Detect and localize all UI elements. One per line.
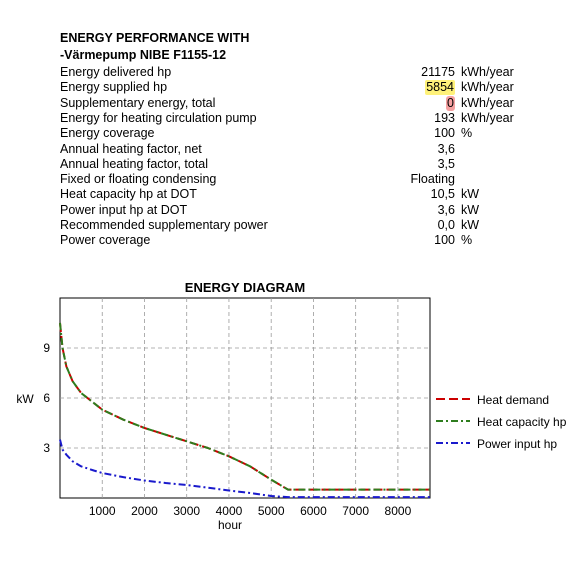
performance-row: Annual heating factor, total 3,5 xyxy=(60,157,530,172)
performance-row: Power coverage 100% xyxy=(60,233,530,248)
performance-row: Heat capacity hp at DOT 10,5 kW xyxy=(60,187,530,202)
row-label: Energy coverage xyxy=(60,126,155,141)
x-axis-label: hour xyxy=(218,518,242,532)
performance-row: Energy delivered hp 21175 kWh/year xyxy=(60,65,530,80)
performance-row: Energy for heating circulation pump 193 kW… xyxy=(60,111,530,126)
row-label: Power coverage xyxy=(60,233,151,248)
legend-entry: Heat demand xyxy=(477,393,549,407)
y-tick-label: 3 xyxy=(43,441,50,455)
row-unit: kW xyxy=(461,187,480,202)
row-label: Energy for heating circulation pump xyxy=(60,110,257,125)
series-line xyxy=(59,322,430,491)
row-unit: kWh/year xyxy=(461,65,514,79)
x-tick-label: 6000 xyxy=(300,504,327,518)
row-label: Energy supplied hp xyxy=(60,80,168,95)
row-unit: % xyxy=(461,233,473,248)
x-tick-label: 7000 xyxy=(342,504,369,518)
x-tick-label: 2000 xyxy=(131,504,158,518)
report-title: ENERGY PERFORMANCE WITH xyxy=(60,31,250,45)
performance-row: Power input hp at DOT 3,6 kW xyxy=(60,203,530,218)
row-value: 3,6 xyxy=(437,141,455,156)
row-label: Annual heating factor, net xyxy=(60,141,202,156)
x-tick-label: 5000 xyxy=(258,504,285,518)
row-unit: kWh/year xyxy=(461,110,514,125)
chart-title: ENERGY DIAGRAM xyxy=(185,280,305,295)
row-value: Floating xyxy=(410,172,455,187)
row-label: Energy delivered hp xyxy=(60,65,172,79)
row-label: Supplementary energy, total xyxy=(60,95,216,110)
x-tick-label: 3000 xyxy=(173,504,200,518)
row-unit: kW xyxy=(461,218,480,232)
row-value: 21175 xyxy=(421,65,455,79)
y-axis-label: kW xyxy=(16,392,34,406)
performance-row: Annual heating factor, net 3,6 xyxy=(60,142,530,157)
y-tick-label: 9 xyxy=(43,341,50,355)
legend-entry: Power input hp xyxy=(477,437,557,451)
row-value: 100 xyxy=(434,126,455,141)
row-label: Heat capacity hp at DOT xyxy=(60,187,197,202)
x-tick-label: 8000 xyxy=(385,504,412,518)
row-value: 5854 xyxy=(425,80,455,96)
x-tick-label: 1000 xyxy=(89,504,116,518)
series-line xyxy=(59,439,430,499)
row-unit: kWh/year xyxy=(461,95,514,110)
row-label: Annual heating factor, total xyxy=(60,156,209,171)
x-tick-label: 4000 xyxy=(216,504,243,518)
row-value: 0,0 xyxy=(437,218,455,232)
y-tick-label: 6 xyxy=(43,391,50,405)
row-value: 3,5 xyxy=(437,156,455,171)
row-unit: % xyxy=(461,126,473,141)
performance-row: Energy supplied hp 5854 kWh/year xyxy=(60,80,530,96)
row-value: 3,6 xyxy=(437,202,455,217)
performance-row: Recommended supplementary power 0,0 kW xyxy=(60,218,530,233)
row-value: 10,5 xyxy=(430,187,455,202)
row-label: Recommended supplementary power xyxy=(60,218,268,232)
row-label: Fixed or floating condensing xyxy=(60,172,217,187)
performance-row: Energy coverage 100% xyxy=(60,126,530,141)
legend-entry: Heat capacity hp xyxy=(477,415,567,429)
report-subtitle: -Värmepump NIBE F1155-12 xyxy=(60,48,227,62)
row-value: 193 xyxy=(434,110,455,125)
row-unit: kWh/year xyxy=(461,80,514,95)
row-value: 100 xyxy=(434,233,455,248)
performance-row: Fixed or floating condensing Floating xyxy=(60,172,530,187)
performance-row: Supplementary energy, total 0 kWh/year xyxy=(60,95,530,111)
row-label: Power input hp at DOT xyxy=(60,202,188,217)
row-value: 0 xyxy=(446,95,455,111)
row-unit: kW xyxy=(461,202,480,217)
